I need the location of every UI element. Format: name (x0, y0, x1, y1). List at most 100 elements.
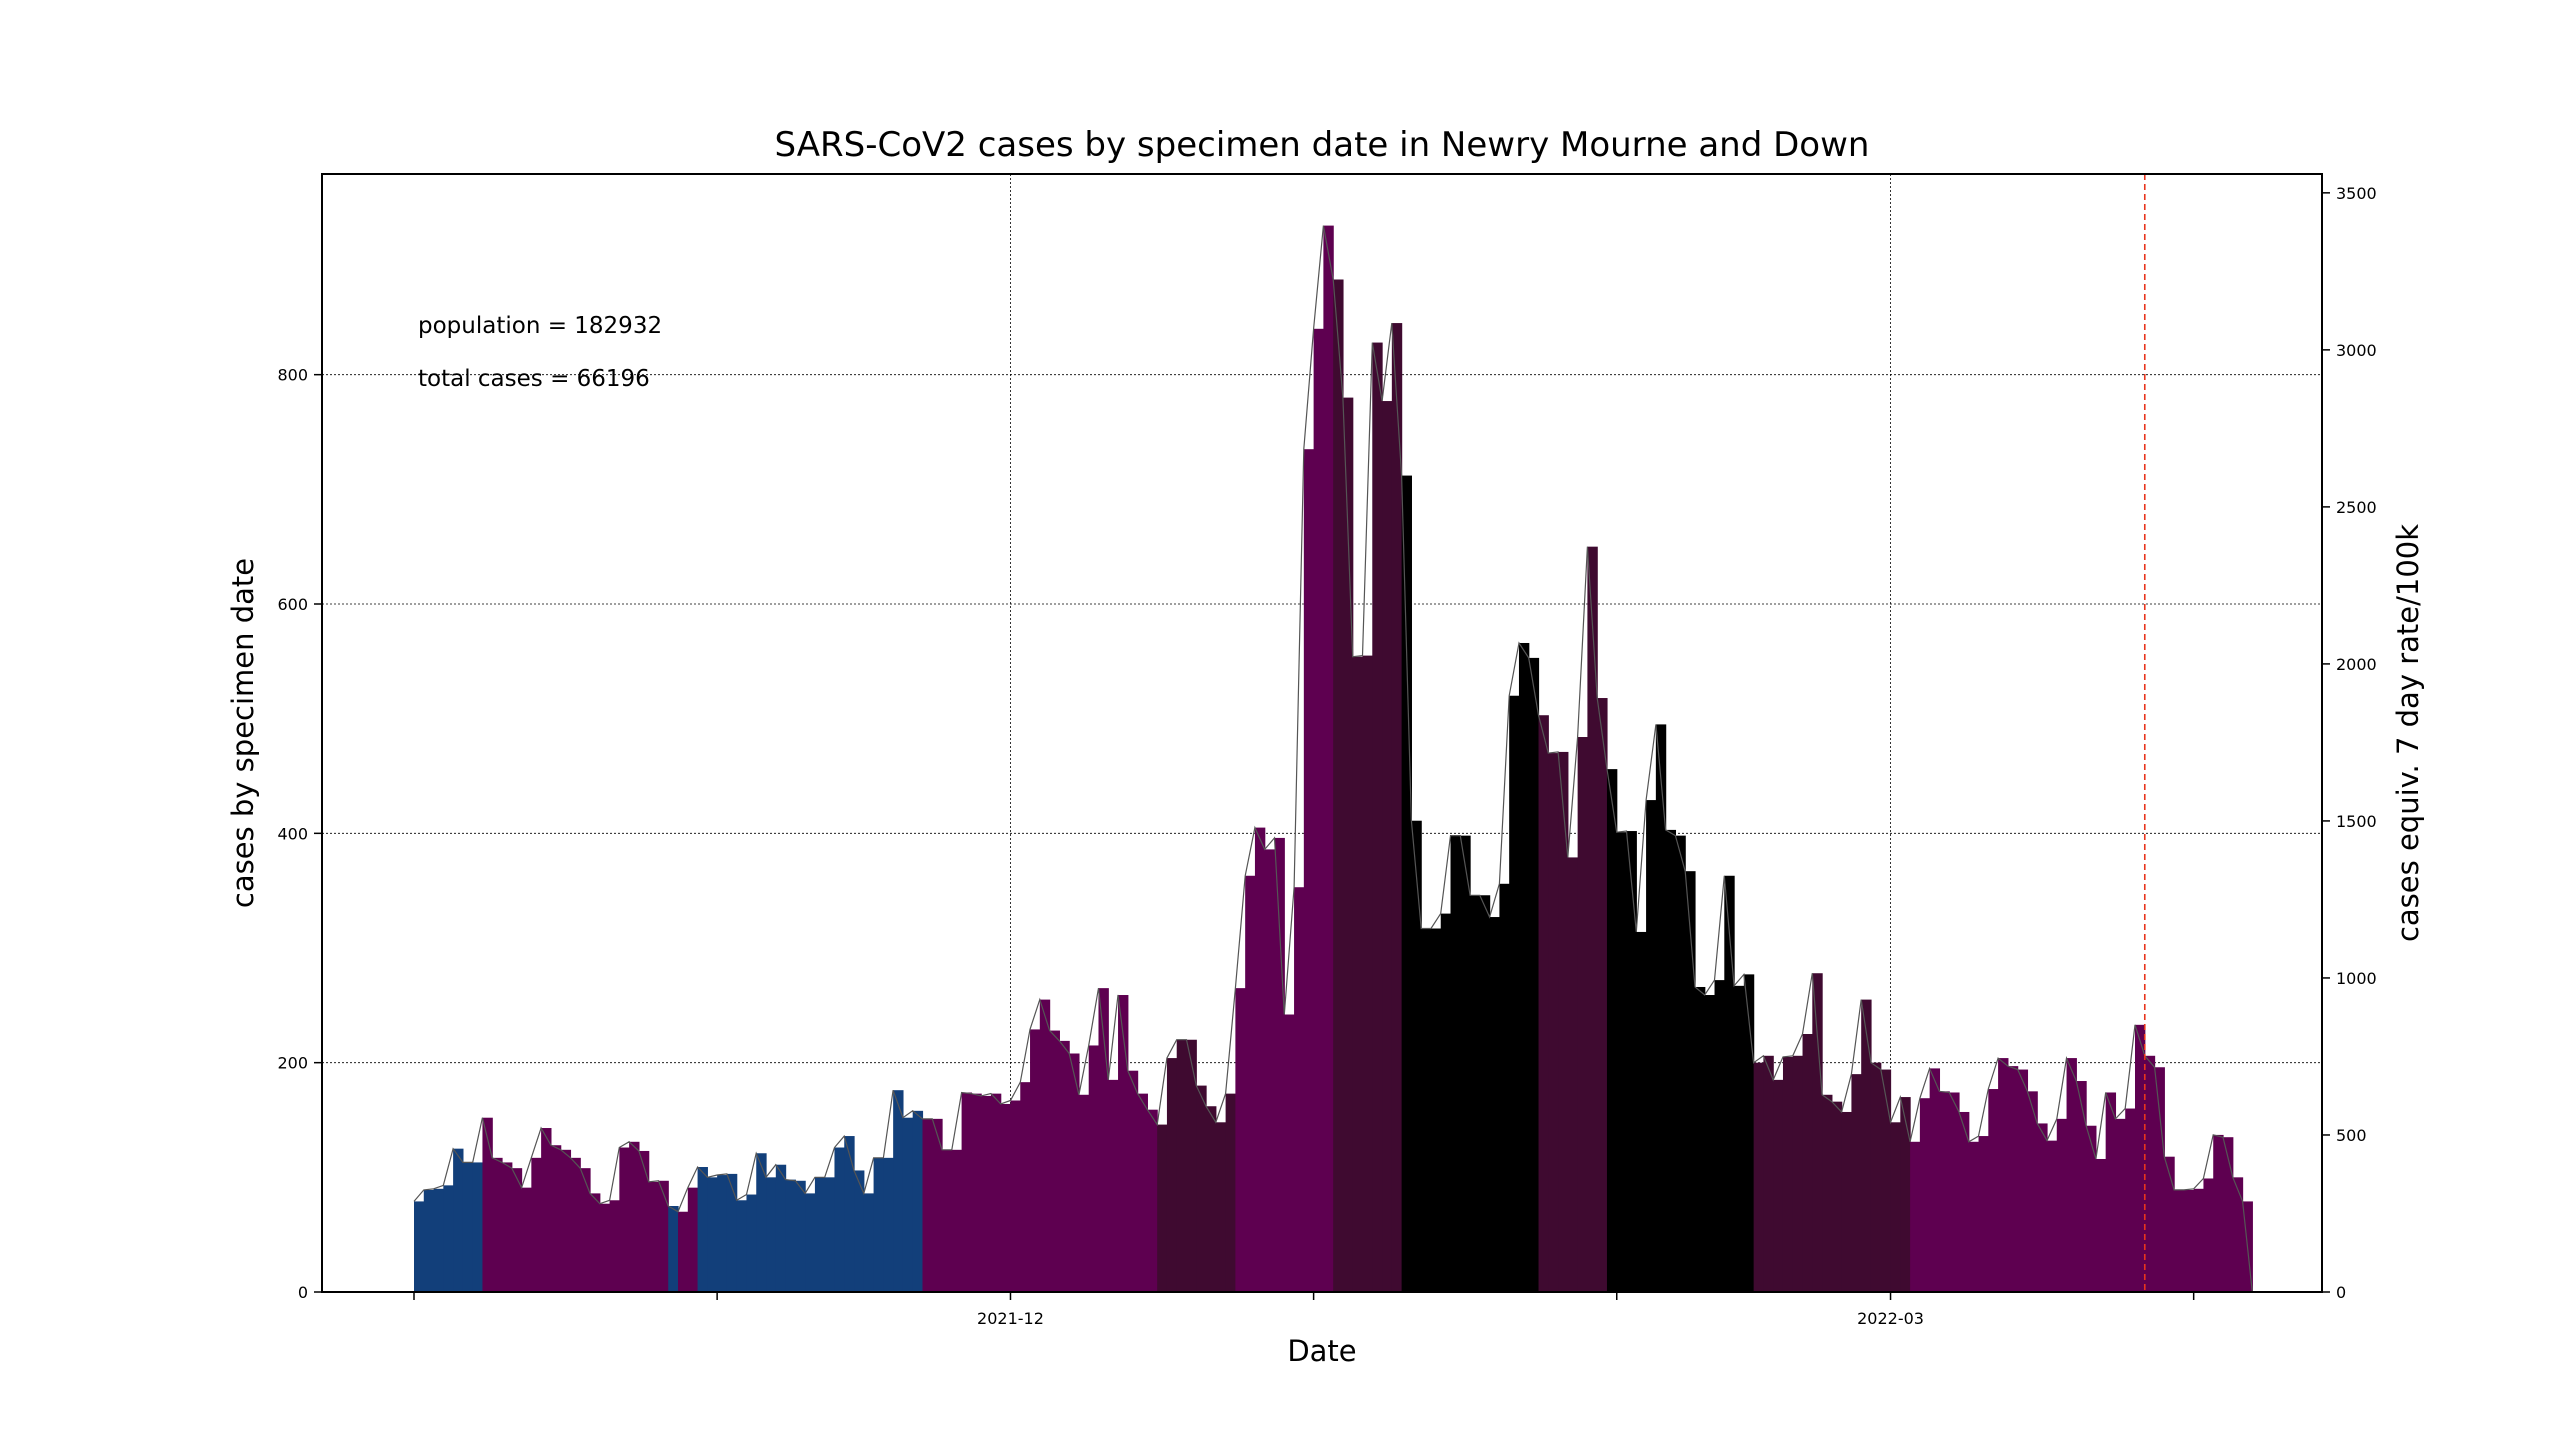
bar (1822, 1094, 1833, 1292)
bar (550, 1145, 562, 1292)
y-tick-label: 400 (277, 824, 308, 843)
bar (1176, 1039, 1188, 1292)
bar (2193, 1188, 2205, 1292)
bar (2134, 1024, 2146, 1292)
bar (1606, 769, 1618, 1292)
bar (2213, 1134, 2224, 1292)
bar (795, 1180, 806, 1292)
bar (844, 1136, 855, 1292)
bar (492, 1157, 503, 1292)
bar (922, 1118, 933, 1292)
bar (990, 1093, 1002, 1292)
bar (1479, 895, 1491, 1292)
bar (1196, 1085, 1207, 1292)
bar (1166, 1058, 1178, 1292)
bar (1313, 328, 1324, 1292)
bar (1724, 875, 1735, 1292)
bar (863, 1193, 875, 1292)
bar (1802, 1034, 1813, 1292)
bar (1235, 988, 1246, 1292)
bar (912, 1110, 924, 1292)
bar (1274, 837, 1285, 1292)
bar (1362, 655, 1373, 1292)
bar (619, 1147, 630, 1292)
total-cases-annotation: total cases = 66196 (418, 366, 650, 392)
bar-series (414, 225, 2253, 1293)
bar (2232, 1177, 2244, 1292)
bar (482, 1117, 493, 1292)
bar (1929, 1068, 1941, 1292)
bar (2174, 1189, 2185, 1292)
bar (1968, 1141, 1980, 1292)
bar (1831, 1101, 1843, 1292)
bar (2144, 1055, 2156, 1292)
bar (2007, 1066, 2019, 1292)
bar (1685, 871, 1696, 1292)
bar (668, 1206, 679, 1292)
bar (1665, 829, 1677, 1292)
bar (1646, 800, 1657, 1292)
bar (687, 1187, 699, 1292)
bar (1225, 1093, 1236, 1292)
bar (1450, 835, 1461, 1292)
bar (462, 1162, 474, 1292)
bar (1323, 225, 1334, 1293)
bar (1704, 995, 1716, 1292)
bar (433, 1188, 444, 1292)
plot-area-frame (321, 173, 2323, 1293)
bar (932, 1118, 943, 1292)
bar (1870, 1062, 1882, 1292)
bar (1958, 1111, 1970, 1292)
bar (1284, 1014, 1295, 1292)
bar (981, 1095, 992, 1292)
bar (1978, 1136, 1989, 1292)
bar (1763, 1055, 1774, 1292)
bar (756, 1153, 767, 1292)
bar (648, 1181, 660, 1292)
bar (1616, 832, 1628, 1292)
y-axis-label: cases by specimen date (226, 558, 260, 908)
bar (638, 1150, 650, 1292)
bar (1430, 928, 1442, 1292)
bar (1137, 1093, 1148, 1292)
bar (854, 1170, 865, 1292)
bar (1411, 820, 1422, 1292)
bar (1812, 973, 1823, 1292)
bar (590, 1193, 601, 1292)
bar (1694, 986, 1706, 1292)
population-annotation: population = 182932 (418, 313, 662, 339)
bar (2125, 1108, 2136, 1292)
y-tick-label: 200 (277, 1054, 308, 1073)
bar (1792, 1055, 1804, 1292)
bar (423, 1189, 435, 1292)
bar (580, 1168, 591, 1292)
bar (883, 1157, 894, 1292)
bar (1401, 475, 1412, 1292)
y2-tick-label: 1000 (2336, 969, 2377, 988)
bar (629, 1141, 640, 1292)
x-axis-label: Date (1287, 1334, 1356, 1368)
bar (2037, 1123, 2048, 1292)
bar (560, 1149, 572, 1292)
bar (775, 1164, 787, 1292)
bar (697, 1167, 708, 1292)
axis-ticks: 0 200 400 600 800 0 500 1000 1500 2000 2500 3000 350… (277, 184, 2376, 1328)
bar (1245, 875, 1256, 1292)
bar (1626, 831, 1637, 1292)
bar (1294, 887, 1305, 1292)
bar (736, 1200, 748, 1292)
bar (521, 1187, 532, 1292)
bar (1861, 999, 1872, 1292)
bar (1782, 1056, 1794, 1292)
bar (1186, 1039, 1197, 1292)
bar (1147, 1109, 1158, 1292)
bar (1000, 1103, 1012, 1292)
bar (1988, 1089, 1999, 1292)
bar (531, 1157, 542, 1292)
bar (2183, 1189, 2195, 1292)
bar (1206, 1106, 1217, 1292)
bar (942, 1149, 953, 1292)
bar (1059, 1040, 1070, 1292)
bar (1714, 980, 1725, 1292)
